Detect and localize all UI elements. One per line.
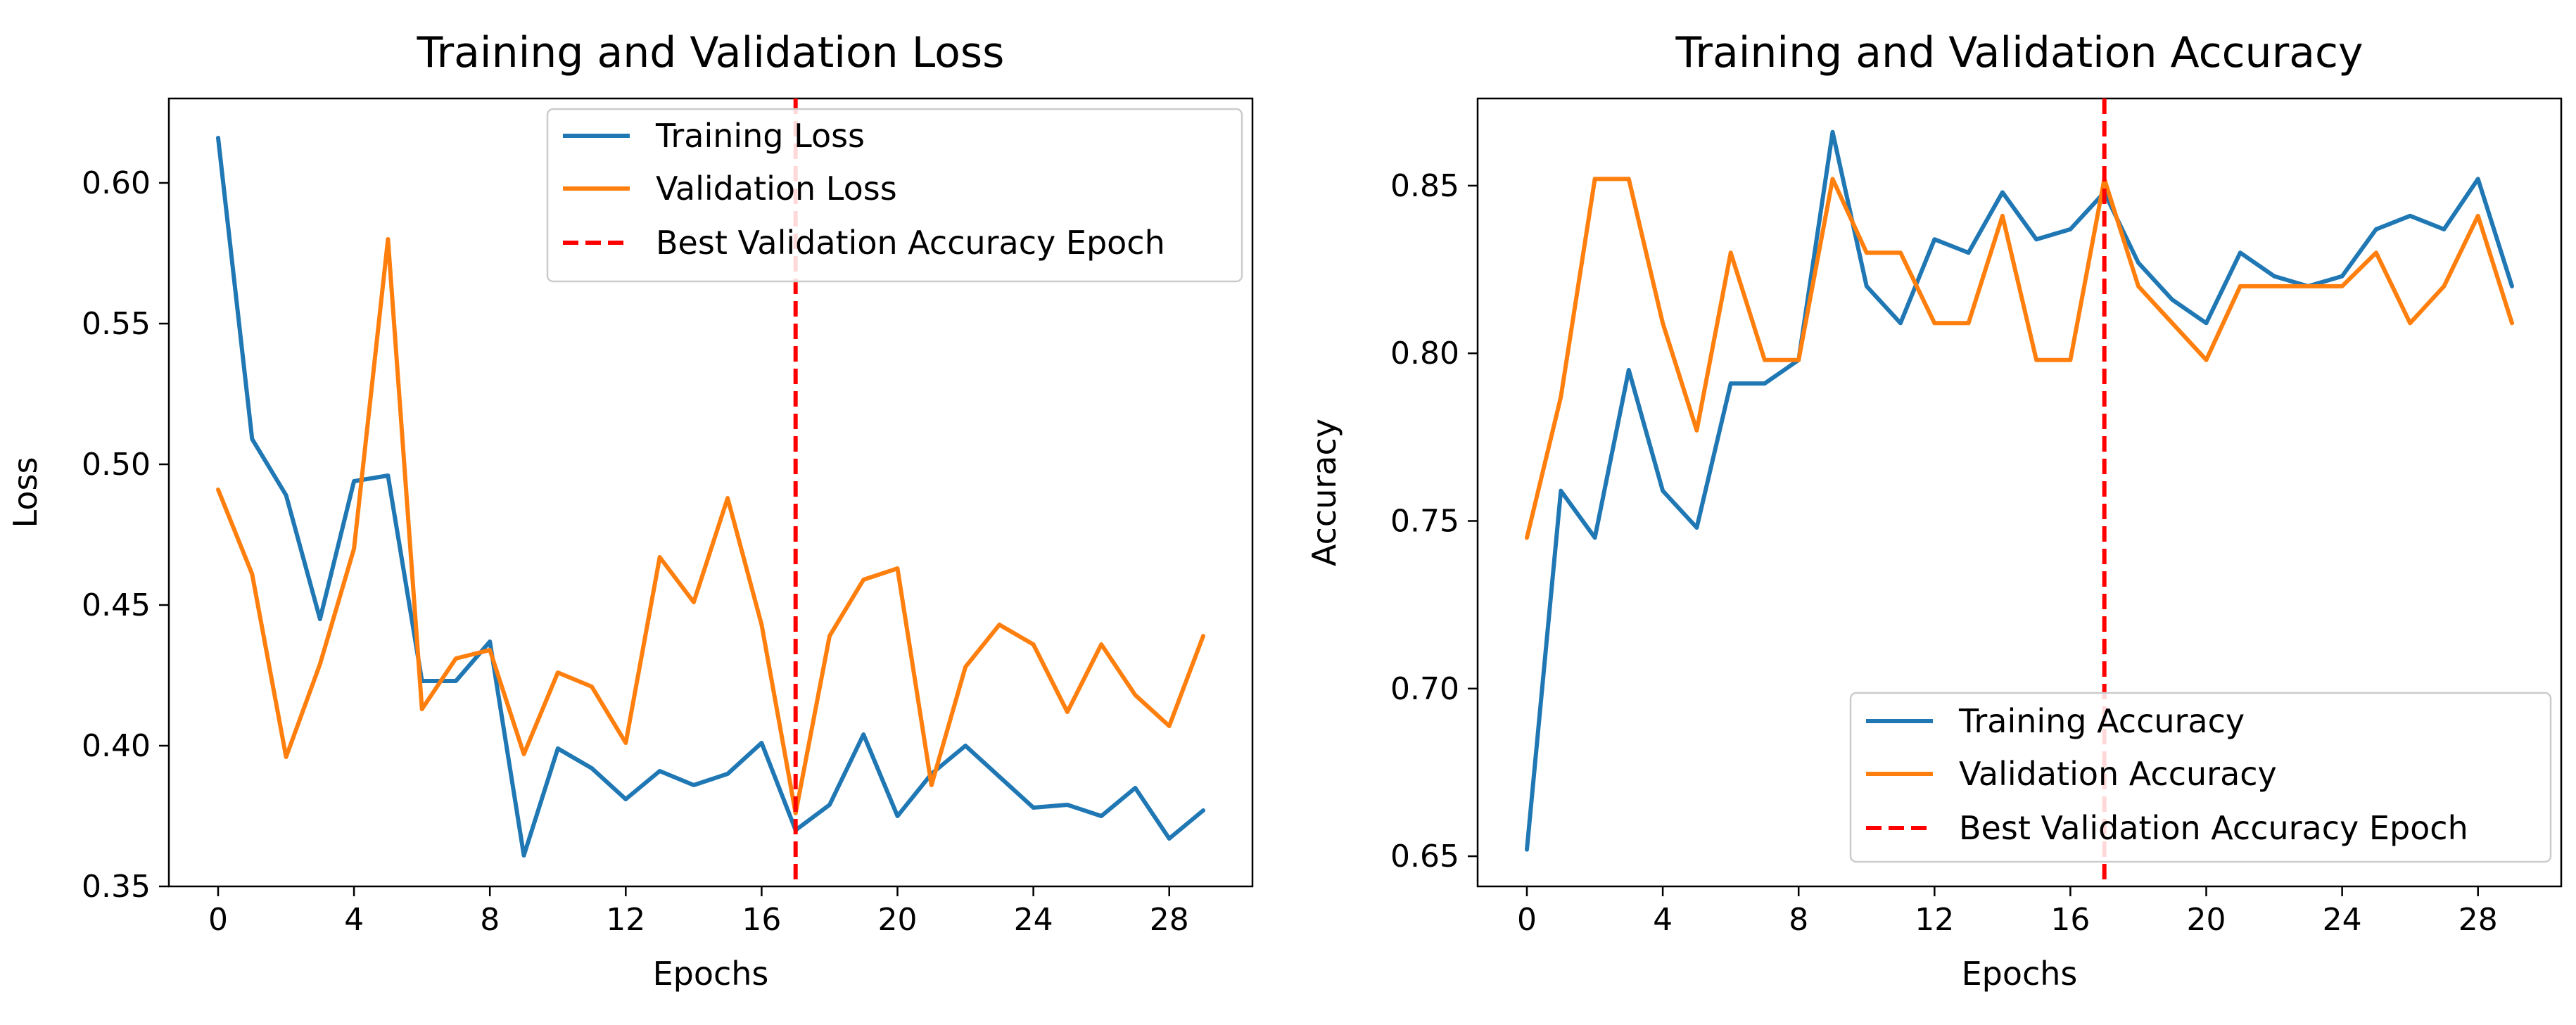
loss-legend-box	[546, 108, 1243, 283]
loss-series-line-validation	[216, 237, 1205, 815]
loss-x-tick-label: 16	[742, 902, 781, 938]
accuracy-legend-label-validation: Validation Accuracy	[1959, 755, 2277, 793]
accuracy-y-tick-label: 0.75	[1390, 504, 1459, 540]
loss-legend: Training Loss Validation Loss Best Valid…	[546, 108, 1243, 283]
loss-x-tick-label: 0	[208, 902, 228, 938]
accuracy-legend-label-training: Training Accuracy	[1958, 702, 2245, 740]
accuracy-x-axis-label: Epochs	[1962, 955, 2078, 993]
accuracy-y-tick-label: 0.80	[1390, 336, 1459, 371]
loss-y-tick-label: 0.60	[82, 165, 151, 201]
loss-plot-frame	[167, 97, 1254, 888]
accuracy-series-line-training	[1525, 129, 2514, 852]
accuracy-y-ticks: 0.65 0.70 0.75 0.80 0.85	[1390, 168, 1478, 874]
loss-y-tick-label: 0.35	[82, 869, 151, 905]
loss-x-tick-label: 12	[606, 902, 645, 938]
accuracy-x-tick-label: 28	[2458, 902, 2498, 938]
loss-x-tick-label: 20	[878, 902, 918, 938]
accuracy-plot-frame	[1476, 97, 2563, 888]
accuracy-y-tick-label: 0.65	[1390, 839, 1459, 874]
accuracy-x-tick-label: 12	[1915, 902, 1954, 938]
accuracy-series-line-validation	[1525, 177, 2514, 540]
accuracy-x-tick-label: 8	[1789, 902, 1808, 938]
accuracy-x-tick-label: 24	[2323, 902, 2362, 938]
accuracy-x-tick-label: 20	[2187, 902, 2226, 938]
accuracy-chart-title: Training and Validation Accuracy	[1675, 28, 2363, 77]
accuracy-legend-box	[1849, 692, 2552, 863]
loss-chart: Training and Validation Loss Epochs Loss…	[6, 28, 1254, 993]
loss-legend-label-validation: Validation Loss	[656, 170, 897, 208]
loss-x-tick-label: 8	[480, 902, 500, 938]
loss-series	[216, 98, 1205, 886]
accuracy-x-tick-label: 4	[1653, 902, 1673, 938]
loss-x-ticks: 0 4 8 12 16 20 24 28	[208, 886, 1189, 938]
accuracy-y-tick-label: 0.70	[1390, 671, 1459, 707]
loss-x-tick-label: 4	[344, 902, 364, 938]
accuracy-x-ticks: 0 4 8 12 16 20 24 28	[1517, 886, 2498, 938]
accuracy-legend-label-best-epoch: Best Validation Accuracy Epoch	[1959, 809, 2468, 847]
loss-y-tick-label: 0.40	[82, 728, 151, 764]
loss-legend-label-training: Training Loss	[655, 117, 865, 155]
loss-legend-label-best-epoch: Best Validation Accuracy Epoch	[656, 224, 1165, 262]
loss-y-tick-label: 0.50	[82, 447, 151, 483]
loss-series-line-training	[216, 136, 1205, 858]
loss-y-tick-label: 0.55	[82, 306, 151, 342]
loss-chart-title: Training and Validation Loss	[417, 28, 1005, 77]
loss-y-axis-label: Loss	[6, 457, 44, 528]
accuracy-chart: Training and Validation Accuracy Epochs …	[1305, 28, 2563, 993]
accuracy-y-tick-label: 0.85	[1390, 168, 1459, 204]
accuracy-legend: Training Accuracy Validation Accuracy Be…	[1849, 692, 2552, 863]
accuracy-y-axis-label: Accuracy	[1305, 419, 1343, 566]
loss-x-axis-label: Epochs	[653, 955, 769, 993]
accuracy-x-tick-label: 0	[1517, 902, 1537, 938]
loss-x-tick-label: 28	[1150, 902, 1189, 938]
accuracy-x-tick-label: 16	[2050, 902, 2090, 938]
loss-y-tick-label: 0.45	[82, 587, 151, 623]
loss-y-ticks: 0.35 0.40 0.45 0.50 0.55 0.60	[82, 165, 169, 905]
loss-x-tick-label: 24	[1014, 902, 1053, 938]
